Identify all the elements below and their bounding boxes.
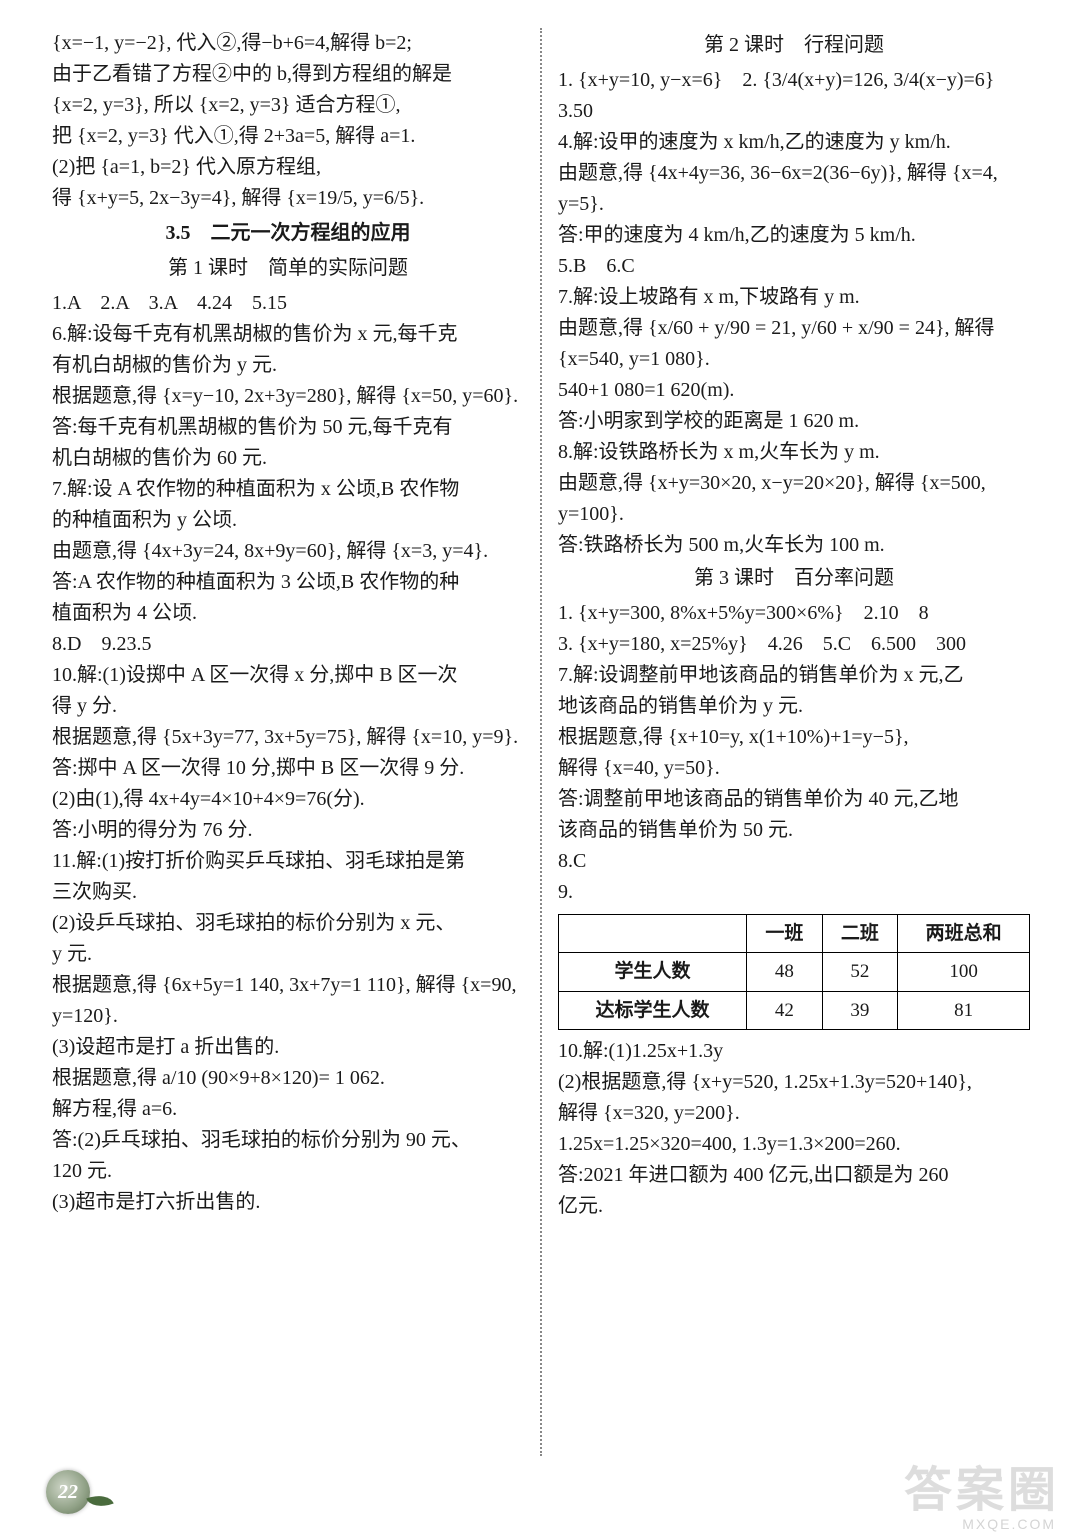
text-line: 根据题意,得 {6x+5y=1 140, 3x+7y=1 110}, 解得 {x…: [52, 970, 524, 1032]
table-cell: 39: [822, 991, 898, 1029]
text-line: 3. {x+y=180, x=25%y} 4.26 5.C 6.500 300: [558, 629, 1030, 660]
text-line: 5.B 6.C: [558, 251, 1030, 282]
text-line: 540+1 080=1 620(m).: [558, 375, 1030, 406]
text-line: 1.A 2.A 3.A 4.24 5.15: [52, 288, 524, 319]
table-cell: 48: [747, 953, 823, 991]
text-line: 得 y 分.: [52, 691, 524, 722]
page-number-circle: 22: [46, 1470, 90, 1514]
text-line: (2)由(1),得 4x+4y=4×10+4×9=76(分).: [52, 784, 524, 815]
text-line: 1. {x+y=10, y−x=6} 2. {3/4(x+y)=126, 3/4…: [558, 65, 1030, 127]
text-line: 答:铁路桥长为 500 m,火车长为 100 m.: [558, 530, 1030, 561]
text-line: 根据题意,得 {x=y−10, 2x+3y=280}, 解得 {x=50, y=…: [52, 381, 524, 412]
page-number-value: 22: [58, 1481, 78, 1504]
table-row-label: 达标学生人数: [559, 991, 747, 1029]
text-line: 机白胡椒的售价为 60 元.: [52, 443, 524, 474]
text-line: 9.: [558, 877, 1030, 908]
text-line: 由题意,得 {4x+3y=24, 8x+9y=60}, 解得 {x=3, y=4…: [52, 536, 524, 567]
text-line: 120 元.: [52, 1156, 524, 1187]
text-line: (3)设超市是打 a 折出售的.: [52, 1032, 524, 1063]
text-line: 答:每千克有机黑胡椒的售价为 50 元,每千克有: [52, 412, 524, 443]
text-line: 答:(2)乒乓球拍、羽毛球拍的标价分别为 90 元、: [52, 1125, 524, 1156]
watermark-main: 答案圈: [904, 1450, 1060, 1520]
text-line: 答:A 农作物的种植面积为 3 公顷,B 农作物的种: [52, 567, 524, 598]
table-header-class1: 一班: [747, 915, 823, 953]
text-line: 由题意,得 {x+y=30×20, x−y=20×20}, 解得 {x=500,…: [558, 468, 1030, 530]
text-line: 三次购买.: [52, 877, 524, 908]
text-line: 10.解:(1)设掷中 A 区一次得 x 分,掷中 B 区一次: [52, 660, 524, 691]
table-header-row: 一班 二班 两班总和: [559, 915, 1030, 953]
table-cell: 52: [822, 953, 898, 991]
text-line: 地该商品的销售单价为 y 元.: [558, 691, 1030, 722]
text-line: 该商品的销售单价为 50 元.: [558, 815, 1030, 846]
text-line: 解得 {x=40, y=50}.: [558, 753, 1030, 784]
text-line: 解方程,得 a=6.: [52, 1094, 524, 1125]
lesson-heading: 第 2 课时 行程问题: [558, 30, 1030, 61]
column-divider: [540, 28, 542, 1456]
text-line: 的种植面积为 y 公顷.: [52, 505, 524, 536]
section-heading: 3.5 二元一次方程组的应用: [52, 218, 524, 249]
lesson-heading: 第 3 课时 百分率问题: [558, 563, 1030, 594]
text-line: 7.解:设上坡路有 x m,下坡路有 y m.: [558, 282, 1030, 313]
watermark-sub: MXQE.COM: [962, 1516, 1056, 1532]
right-column: 第 2 课时 行程问题 1. {x+y=10, y−x=6} 2. {3/4(x…: [546, 28, 1042, 1456]
text-line: 7.解:设 A 农作物的种植面积为 x 公顷,B 农作物: [52, 474, 524, 505]
text-line: 1.25x=1.25×320=400, 1.3y=1.3×200=260.: [558, 1129, 1030, 1160]
text-line: {x=−1, y=−2}, 代入②,得−b+6=4,解得 b=2;: [52, 28, 524, 59]
text-line: y 元.: [52, 939, 524, 970]
page-number-badge: 22: [46, 1470, 112, 1514]
text-line: 由题意,得 {4x+4y=36, 36−6x=2(36−6y)}, 解得 {x=…: [558, 158, 1030, 220]
class-data-table: 一班 二班 两班总和 学生人数 48 52 100 达标学生人数 42 39 8…: [558, 914, 1030, 1030]
text-line: 8.D 9.23.5: [52, 629, 524, 660]
text-line: {x=2, y=3}, 所以 {x=2, y=3} 适合方程①,: [52, 90, 524, 121]
text-line: 亿元.: [558, 1191, 1030, 1222]
leaf-icon: [86, 1490, 113, 1511]
text-line: 答:小明家到学校的距离是 1 620 m.: [558, 406, 1030, 437]
text-line: 得 {x+y=5, 2x−3y=4}, 解得 {x=19/5, y=6/5}.: [52, 183, 524, 214]
text-line: 4.解:设甲的速度为 x km/h,乙的速度为 y km/h.: [558, 127, 1030, 158]
text-line: 由于乙看错了方程②中的 b,得到方程组的解是: [52, 59, 524, 90]
table-header-blank: [559, 915, 747, 953]
text-line: (2)设乒乓球拍、羽毛球拍的标价分别为 x 元、: [52, 908, 524, 939]
text-line: 6.解:设每千克有机黑胡椒的售价为 x 元,每千克: [52, 319, 524, 350]
text-line: 根据题意,得 {5x+3y=77, 3x+5y=75}, 解得 {x=10, y…: [52, 722, 524, 753]
lesson-heading: 第 1 课时 简单的实际问题: [52, 253, 524, 284]
table-header-class2: 二班: [822, 915, 898, 953]
text-line: 答:2021 年进口额为 400 亿元,出口额是为 260: [558, 1160, 1030, 1191]
text-line: 10.解:(1)1.25x+1.3y: [558, 1036, 1030, 1067]
table-row: 学生人数 48 52 100: [559, 953, 1030, 991]
text-line: 11.解:(1)按打折价购买乒乓球拍、羽毛球拍是第: [52, 846, 524, 877]
text-line: 由题意,得 {x/60 + y/90 = 21, y/60 + x/90 = 2…: [558, 313, 1030, 375]
text-line: (2)根据题意,得 {x+y=520, 1.25x+1.3y=520+140},: [558, 1067, 1030, 1098]
text-line: 答:调整前甲地该商品的销售单价为 40 元,乙地: [558, 784, 1030, 815]
text-line: 7.解:设调整前甲地该商品的销售单价为 x 元,乙: [558, 660, 1030, 691]
table-row: 达标学生人数 42 39 81: [559, 991, 1030, 1029]
table-cell: 81: [898, 991, 1030, 1029]
text-line: 答:甲的速度为 4 km/h,乙的速度为 5 km/h.: [558, 220, 1030, 251]
table-header-total: 两班总和: [898, 915, 1030, 953]
text-line: 有机白胡椒的售价为 y 元.: [52, 350, 524, 381]
text-line: 把 {x=2, y=3} 代入①,得 2+3a=5, 解得 a=1.: [52, 121, 524, 152]
text-line: 答:小明的得分为 76 分.: [52, 815, 524, 846]
text-line: 根据题意,得 a/10 (90×9+8×120)= 1 062.: [52, 1063, 524, 1094]
text-line: (3)超市是打六折出售的.: [52, 1187, 524, 1218]
text-line: 解得 {x=320, y=200}.: [558, 1098, 1030, 1129]
text-line: 8.C: [558, 846, 1030, 877]
text-line: 1. {x+y=300, 8%x+5%y=300×6%} 2.10 8: [558, 598, 1030, 629]
text-line: 8.解:设铁路桥长为 x m,火车长为 y m.: [558, 437, 1030, 468]
left-column: {x=−1, y=−2}, 代入②,得−b+6=4,解得 b=2; 由于乙看错了…: [40, 28, 536, 1456]
page: {x=−1, y=−2}, 代入②,得−b+6=4,解得 b=2; 由于乙看错了…: [0, 0, 1078, 1536]
text-line: 答:掷中 A 区一次得 10 分,掷中 B 区一次得 9 分.: [52, 753, 524, 784]
text-line: 根据题意,得 {x+10=y, x(1+10%)+1=y−5},: [558, 722, 1030, 753]
table-row-label: 学生人数: [559, 953, 747, 991]
table-cell: 42: [747, 991, 823, 1029]
text-line: (2)把 {a=1, b=2} 代入原方程组,: [52, 152, 524, 183]
table-cell: 100: [898, 953, 1030, 991]
text-line: 植面积为 4 公顷.: [52, 598, 524, 629]
